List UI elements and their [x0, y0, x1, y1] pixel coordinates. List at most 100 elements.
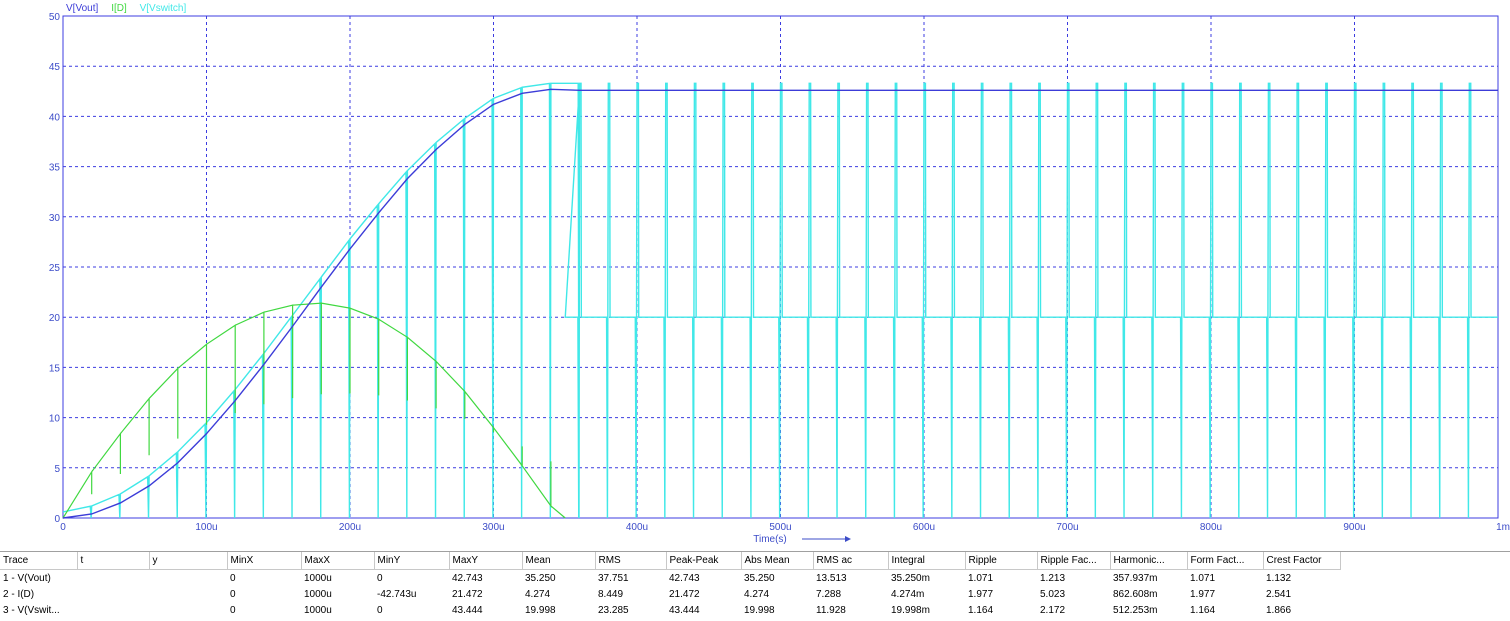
x-tick-label: 600u — [913, 522, 935, 533]
col-header-ripple-factor[interactable]: Ripple Fac... — [1037, 552, 1111, 570]
table-cell: 0 — [377, 572, 383, 584]
col-header-integral[interactable]: Integral — [888, 552, 966, 570]
y-tick-label: 30 — [49, 213, 61, 224]
table-cell: 862.608m — [1113, 588, 1158, 600]
x-axis-arrow-icon — [845, 536, 851, 542]
y-tick-label: 5 — [54, 464, 60, 475]
x-tick-label: 200u — [339, 522, 361, 533]
table-cell: 4.274 — [744, 588, 770, 600]
table-cell: 43.444 — [452, 604, 483, 616]
col-header-abs-mean[interactable]: Abs Mean — [741, 552, 814, 570]
table-cell — [149, 570, 227, 587]
table-cell: 1.213 — [1040, 572, 1066, 584]
y-tick-label: 40 — [49, 112, 61, 123]
y-tick-label: 0 — [54, 514, 60, 525]
col-header-y[interactable]: y — [149, 552, 228, 570]
table-cell: 43.444 — [669, 604, 700, 616]
table-cell: 19.998 — [525, 604, 556, 616]
col-header-peak-peak[interactable]: Peak-Peak — [666, 552, 742, 570]
table-cell: 21.472 — [669, 588, 700, 600]
x-tick-label: 300u — [482, 522, 504, 533]
table-cell: 21.472 — [452, 588, 483, 600]
y-tick-label: 45 — [49, 62, 61, 73]
table-row[interactable]: 3 - V(Vswit... 0 1000u 0 43.444 19.998 2… — [0, 602, 1340, 618]
col-header-mean[interactable]: Mean — [522, 552, 596, 570]
col-header-miny[interactable]: MinY — [374, 552, 450, 570]
x-tick-label: 900u — [1343, 522, 1365, 533]
table-cell: 3 - V(Vswit... — [3, 604, 60, 616]
x-tick-label: 1m — [1496, 522, 1510, 533]
table-cell: 23.285 — [598, 604, 629, 616]
table-cell: 19.998 — [744, 604, 775, 616]
legend-entry-0: V[Vout] — [66, 3, 98, 14]
table-cell: 37.751 — [598, 572, 629, 584]
table-cell: 0 — [377, 604, 383, 616]
col-header-form-factor[interactable]: Form Fact... — [1187, 552, 1264, 570]
table-cell: 1.132 — [1266, 572, 1292, 584]
series-line-vout — [62, 88, 1498, 519]
col-header-t[interactable]: t — [77, 552, 150, 570]
x-tick-label: 800u — [1200, 522, 1222, 533]
legend-entry-1: I[D] — [111, 3, 127, 14]
table-cell: 2 - I(D) — [3, 588, 35, 600]
y-tick-label: 35 — [49, 163, 61, 174]
measurement-table[interactable]: Trace t y MinX MaxX MinY MaxY Mean RMS P… — [0, 551, 1510, 621]
table-cell: 4.274m — [891, 588, 925, 600]
col-header-rms-ac[interactable]: RMS ac — [813, 552, 889, 570]
x-tick-label: 400u — [626, 522, 648, 533]
x-tick-label: 500u — [769, 522, 791, 533]
table-cell: 1.164 — [968, 604, 994, 616]
col-header-trace[interactable]: Trace — [0, 552, 78, 570]
table-cell: 1000u — [304, 604, 332, 616]
table-cell — [149, 602, 227, 618]
table-cell: 1.977 — [968, 588, 994, 600]
y-tick-label: 15 — [49, 363, 61, 374]
col-header-harmonic[interactable]: Harmonic... — [1110, 552, 1188, 570]
table-cell: 35.250 — [525, 572, 556, 584]
table-cell: 1.071 — [1190, 572, 1216, 584]
y-tick-label: 20 — [49, 313, 61, 324]
plot-canvas[interactable]: 0 100u 200u 300u 400u 500u 600u 700u 800u 900u 1m 0… — [0, 0, 1510, 550]
table-cell: 357.937m — [1113, 572, 1158, 584]
table-cell: 0 — [230, 604, 236, 616]
col-header-ripple[interactable]: Ripple — [965, 552, 1038, 570]
table-cell: 35.250 — [744, 572, 775, 584]
table-cell — [149, 586, 227, 602]
col-header-maxx[interactable]: MaxX — [301, 552, 375, 570]
table-cell: -42.743u — [377, 588, 417, 600]
table-cell: 1 - V(Vout) — [3, 572, 51, 584]
table-cell: 0 — [230, 572, 236, 584]
table-cell: 1.977 — [1190, 588, 1216, 600]
waveform-plot[interactable]: 0 100u 200u 300u 400u 500u 600u 700u 800u 900u 1m 0… — [0, 0, 1510, 550]
col-header-crest-factor[interactable]: Crest Factor — [1263, 552, 1341, 570]
table-cell: 11.928 — [816, 604, 846, 616]
col-header-maxy[interactable]: MaxY — [449, 552, 523, 570]
table-cell: 1.866 — [1266, 604, 1292, 616]
table-cell: 512.253m — [1113, 604, 1158, 616]
table-cell: 2.541 — [1266, 588, 1292, 600]
y-tick-label: 10 — [49, 414, 61, 425]
x-tick-label: 700u — [1056, 522, 1078, 533]
y-tick-label: 50 — [49, 12, 61, 23]
table-cell: 42.743 — [669, 572, 700, 584]
table-cell: 35.250m — [891, 572, 930, 584]
table-cell — [77, 570, 149, 587]
x-tick-label: 0 — [60, 522, 66, 533]
col-header-minx[interactable]: MinX — [227, 552, 302, 570]
table-row[interactable]: 2 - I(D) 0 1000u -42.743u 21.472 4.274 8… — [0, 586, 1340, 602]
table-cell: 4.274 — [525, 588, 551, 600]
table-cell — [77, 586, 149, 602]
legend-entry-2: V[Vswitch] — [140, 3, 187, 14]
y-tick-label: 25 — [49, 263, 61, 274]
table-row[interactable]: 1 - V(Vout) 0 1000u 0 42.743 35.250 37.7… — [0, 570, 1340, 587]
x-tick-label: 100u — [195, 522, 217, 533]
table-cell: 5.023 — [1040, 588, 1066, 600]
col-header-rms[interactable]: RMS — [595, 552, 667, 570]
table-cell: 42.743 — [452, 572, 483, 584]
table-cell — [77, 602, 149, 618]
table-cell: 13.513 — [816, 572, 847, 584]
table-cell: 19.998m — [891, 604, 930, 616]
table-cell: 2.172 — [1040, 604, 1066, 616]
series-line-vswitch — [62, 82, 1498, 519]
x-axis-title: Time(s) — [753, 534, 787, 545]
